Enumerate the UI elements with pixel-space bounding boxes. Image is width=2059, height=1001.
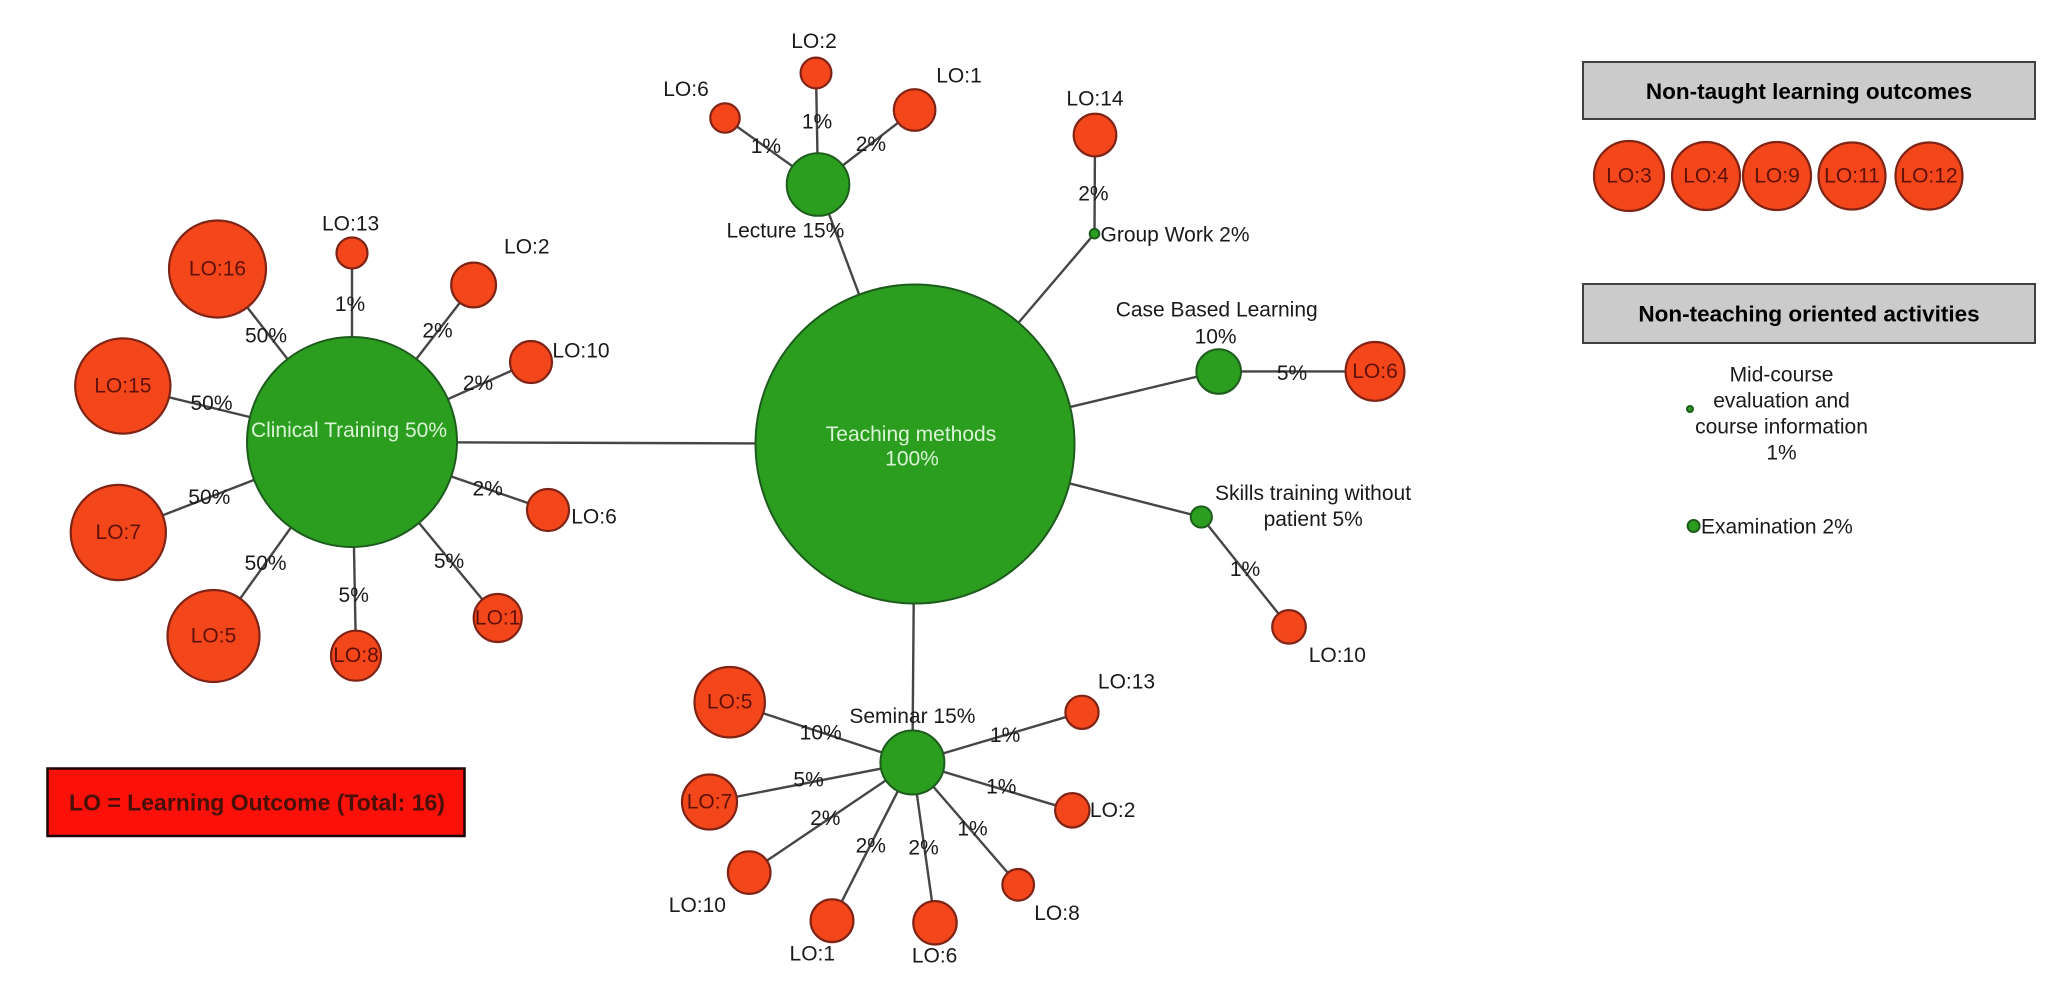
svg-text:1%: 1% [1766, 442, 1796, 465]
svg-text:Clinical Training 50%: Clinical Training 50% [251, 419, 447, 442]
svg-text:2%: 2% [810, 807, 840, 830]
svg-text:Group Work 2%: Group Work 2% [1101, 223, 1250, 246]
svg-text:LO:9: LO:9 [1754, 165, 1800, 188]
svg-text:course information: course information [1695, 416, 1868, 439]
svg-text:5%: 5% [339, 584, 369, 607]
svg-text:1%: 1% [1230, 558, 1260, 581]
svg-text:LO:6: LO:6 [1352, 360, 1398, 383]
svg-text:LO:8: LO:8 [1034, 902, 1080, 925]
svg-text:Non-taught learning outcomes: Non-taught learning outcomes [1646, 79, 1972, 104]
svg-text:5%: 5% [434, 550, 464, 573]
svg-text:1%: 1% [957, 818, 987, 841]
svg-text:LO:12: LO:12 [1900, 165, 1957, 188]
svg-text:2%: 2% [908, 837, 938, 860]
svg-text:1%: 1% [751, 135, 781, 158]
svg-text:LO:1: LO:1 [475, 607, 521, 630]
svg-text:1%: 1% [335, 293, 365, 316]
svg-text:LO:10: LO:10 [552, 340, 609, 363]
svg-text:LO = Learning Outcome (Total:: LO = Learning Outcome (Total: 16) [69, 790, 445, 816]
svg-text:LO:2: LO:2 [791, 30, 837, 53]
svg-text:Mid-course: Mid-course [1730, 364, 1834, 387]
svg-text:LO:16: LO:16 [189, 258, 246, 281]
svg-text:LO:3: LO:3 [1606, 165, 1652, 188]
svg-text:LO:5: LO:5 [191, 625, 237, 648]
svg-text:50%: 50% [245, 552, 287, 575]
svg-text:Examination 2%: Examination 2% [1701, 516, 1853, 539]
svg-text:2%: 2% [856, 834, 886, 857]
svg-text:LO:6: LO:6 [912, 945, 958, 968]
svg-text:2%: 2% [1078, 183, 1108, 206]
svg-text:50%: 50% [190, 392, 232, 415]
svg-text:10%: 10% [1195, 326, 1237, 349]
svg-text:LO:10: LO:10 [1309, 644, 1366, 667]
svg-text:100%: 100% [885, 448, 939, 471]
svg-text:1%: 1% [986, 776, 1016, 799]
svg-text:LO:14: LO:14 [1066, 88, 1124, 111]
svg-text:50%: 50% [245, 325, 287, 348]
svg-text:LO:6: LO:6 [663, 78, 709, 101]
svg-text:1%: 1% [802, 111, 832, 134]
svg-text:LO:8: LO:8 [333, 644, 379, 667]
svg-text:LO:11: LO:11 [1824, 165, 1880, 188]
svg-text:5%: 5% [1277, 362, 1307, 385]
svg-text:LO:2: LO:2 [1090, 799, 1136, 822]
svg-text:2%: 2% [856, 133, 886, 156]
svg-text:10%: 10% [800, 721, 842, 744]
svg-text:LO:5: LO:5 [707, 691, 753, 714]
svg-text:LO:13: LO:13 [322, 213, 379, 236]
svg-text:LO:7: LO:7 [687, 791, 733, 814]
svg-text:LO:1: LO:1 [790, 943, 836, 966]
svg-text:LO:6: LO:6 [571, 506, 617, 529]
svg-text:LO:10: LO:10 [669, 894, 726, 917]
svg-text:50%: 50% [188, 486, 230, 509]
svg-text:5%: 5% [793, 769, 823, 792]
svg-text:2%: 2% [422, 320, 452, 343]
svg-text:1%: 1% [990, 724, 1020, 747]
svg-text:evaluation and: evaluation and [1713, 390, 1850, 413]
svg-text:Skills training without: Skills training without [1215, 482, 1411, 505]
svg-text:Seminar 15%: Seminar 15% [849, 705, 975, 728]
svg-text:LO:2: LO:2 [504, 236, 550, 259]
svg-text:LO:13: LO:13 [1098, 670, 1155, 693]
svg-text:Non-teaching oriented activiti: Non-teaching oriented activities [1638, 302, 1979, 327]
svg-text:2%: 2% [473, 478, 503, 501]
svg-text:patient 5%: patient 5% [1264, 508, 1363, 531]
svg-text:Case Based Learning: Case Based Learning [1116, 299, 1318, 322]
svg-text:LO:15: LO:15 [94, 375, 151, 398]
svg-text:LO:4: LO:4 [1683, 165, 1729, 188]
svg-text:LO:1: LO:1 [936, 64, 982, 87]
svg-text:LO:7: LO:7 [96, 521, 142, 544]
svg-text:Teaching methods: Teaching methods [826, 423, 996, 446]
svg-text:2%: 2% [463, 372, 493, 395]
svg-text:Lecture 15%: Lecture 15% [726, 220, 844, 243]
